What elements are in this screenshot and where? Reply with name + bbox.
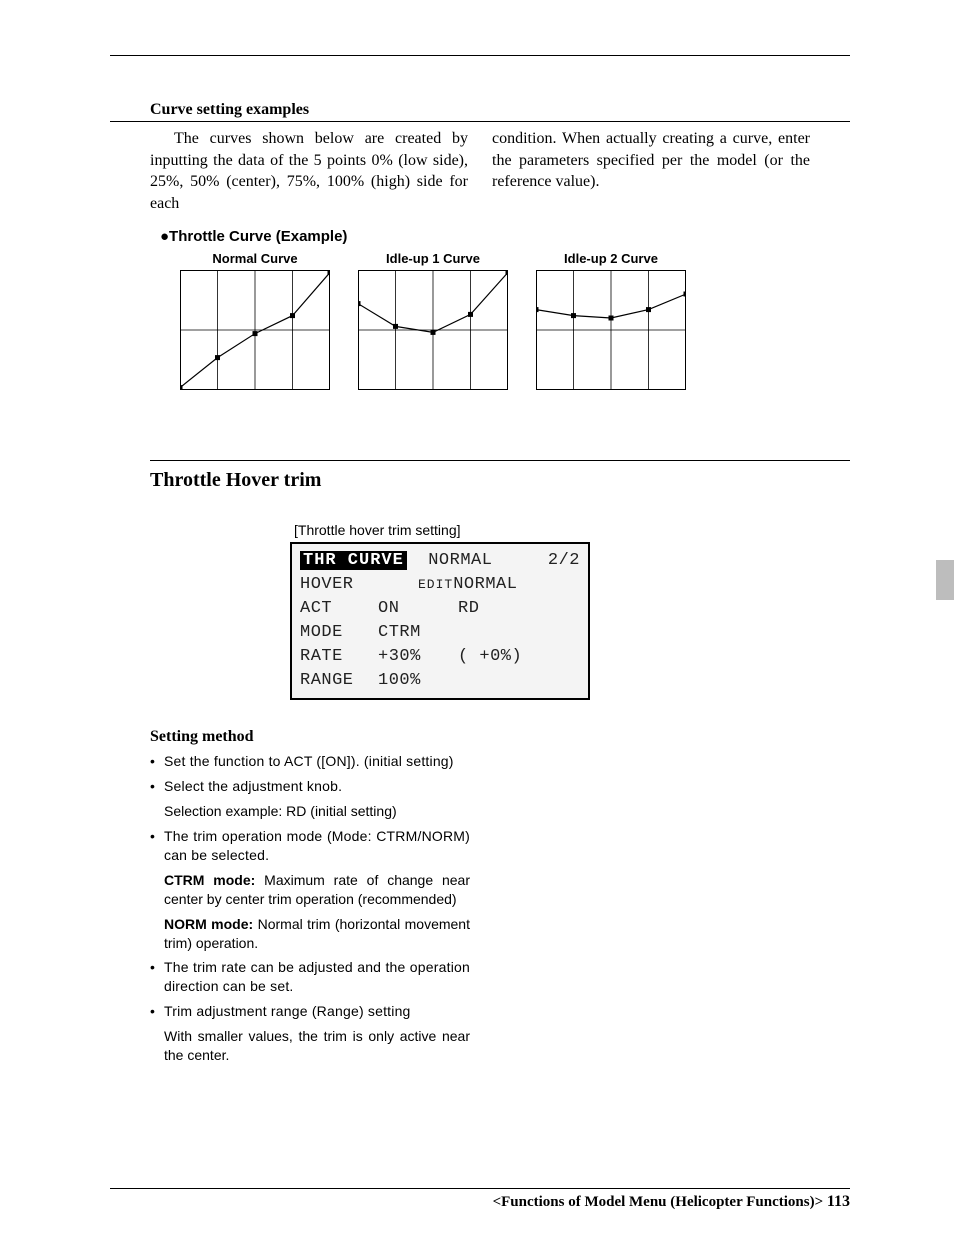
top-rule (110, 55, 850, 56)
lcd-label: MODE (300, 623, 378, 642)
lcd-value2: RD (458, 599, 479, 618)
chart-block: Normal Curve (180, 251, 330, 390)
footer-label: <Functions of Model Menu (Helicopter Fun… (493, 1194, 824, 1210)
footer-rule (110, 1188, 850, 1189)
heading-curve-examples: Curve setting examples (110, 101, 850, 119)
lcd-title-chip: THR CURVE (300, 551, 407, 570)
heading-rule (110, 121, 850, 122)
chart-svg (358, 270, 508, 390)
lcd-caption: [Throttle hover trim setting] (290, 522, 850, 538)
lcd-value: +30% (378, 647, 458, 666)
instruction-item: Set the function to ACT ([ON]). (initial… (150, 752, 470, 771)
lcd-page-indicator: 2/2 (548, 551, 580, 570)
setting-method-block: Setting method Set the function to ACT (… (110, 728, 470, 1064)
lcd-label: HOVER (300, 575, 378, 594)
page-edge-tab (936, 560, 954, 600)
lcd-body: HOVEREDITNORMALACTONRDMODECTRMRATE+30%( … (300, 572, 580, 692)
lcd-row: MODECTRM (300, 620, 580, 644)
instruction-item: Select the adjustment knob. (150, 777, 470, 796)
footer: <Functions of Model Menu (Helicopter Fun… (110, 1188, 850, 1211)
heading-hover-trim: Throttle Hover trim (110, 469, 850, 492)
lcd-label: RANGE (300, 671, 378, 690)
footer-text: <Functions of Model Menu (Helicopter Fun… (110, 1193, 850, 1211)
lcd-value: 100% (378, 671, 458, 690)
lcd-label: ACT (300, 599, 378, 618)
lcd-screen: THR CURVE NORMAL 2/2 HOVEREDITNORMALACTO… (290, 542, 590, 700)
lcd-spacer (407, 551, 428, 570)
intro-left: The curves shown below are created by in… (150, 128, 468, 214)
instruction-sub: CTRM mode: Maximum rate of change near c… (150, 871, 470, 909)
intro-columns: The curves shown below are created by in… (110, 128, 850, 214)
lcd-title-mode: NORMAL (428, 551, 492, 570)
lcd-row: ACTONRD (300, 596, 580, 620)
page-content: Curve setting examples The curves shown … (110, 55, 850, 1071)
instruction-sub: With smaller values, the trim is only ac… (150, 1027, 470, 1065)
instruction-item: Trim adjustment range (Range) setting (150, 1002, 470, 1021)
chart-title: Normal Curve (180, 251, 330, 266)
instruction-item: The trim rate can be adjusted and the op… (150, 958, 470, 996)
lcd-value: NORMAL (453, 575, 517, 594)
lcd-value2: ( +0%) (458, 647, 522, 666)
footer-page-number: 113 (827, 1193, 850, 1210)
lcd-row: RANGE100% (300, 668, 580, 692)
heading-setting-method: Setting method (150, 728, 470, 746)
chart-block: Idle-up 2 Curve (536, 251, 686, 390)
lcd-row: HOVER EDITNORMAL (300, 572, 580, 596)
instruction-sub: NORM mode: Normal trim (horizontal movem… (150, 915, 470, 953)
section-divider (150, 460, 850, 461)
lcd-row: RATE+30%( +0%) (300, 644, 580, 668)
lcd-title-row: THR CURVE NORMAL 2/2 (300, 548, 580, 572)
charts-row: Normal Curve Idle-up 1 Curve Idle-up 2 Cur… (110, 251, 850, 390)
instruction-item: The trim operation mode (Mode: CTRM/NORM… (150, 827, 470, 865)
instructions-list: Set the function to ACT ([ON]). (initial… (150, 752, 470, 1064)
lcd-value: CTRM (378, 623, 458, 642)
heading-throttle-curve: ●Throttle Curve (Example) (110, 228, 850, 245)
chart-title: Idle-up 2 Curve (536, 251, 686, 266)
lcd-value: ON (378, 599, 458, 618)
chart-title: Idle-up 1 Curve (358, 251, 508, 266)
chart-svg (536, 270, 686, 390)
lcd-small: EDIT (418, 577, 453, 592)
instruction-sub: Selection example: RD (initial setting) (150, 802, 470, 821)
intro-right: condition. When actually creating a curv… (492, 128, 810, 193)
lcd-label: RATE (300, 647, 378, 666)
chart-block: Idle-up 1 Curve (358, 251, 508, 390)
lcd-wrap: [Throttle hover trim setting] THR CURVE … (110, 522, 850, 700)
chart-svg (180, 270, 330, 390)
